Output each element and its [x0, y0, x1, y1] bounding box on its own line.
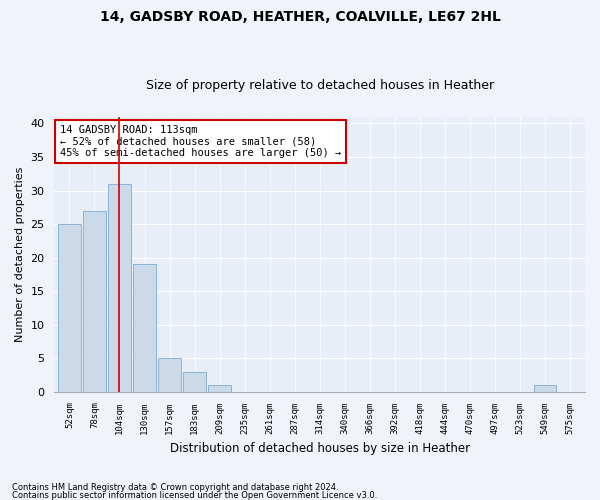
Text: Contains HM Land Registry data © Crown copyright and database right 2024.: Contains HM Land Registry data © Crown c…	[12, 484, 338, 492]
Bar	[108, 184, 131, 392]
Bar	[183, 372, 206, 392]
Bar	[533, 385, 556, 392]
Bar	[133, 264, 156, 392]
Text: Contains public sector information licensed under the Open Government Licence v3: Contains public sector information licen…	[12, 490, 377, 500]
Bar	[83, 210, 106, 392]
Bar	[208, 385, 231, 392]
Y-axis label: Number of detached properties: Number of detached properties	[15, 166, 25, 342]
Bar	[158, 358, 181, 392]
Bar	[58, 224, 80, 392]
Text: 14, GADSBY ROAD, HEATHER, COALVILLE, LE67 2HL: 14, GADSBY ROAD, HEATHER, COALVILLE, LE6…	[100, 10, 500, 24]
X-axis label: Distribution of detached houses by size in Heather: Distribution of detached houses by size …	[170, 442, 470, 455]
Title: Size of property relative to detached houses in Heather: Size of property relative to detached ho…	[146, 79, 494, 92]
Text: 14 GADSBY ROAD: 113sqm
← 52% of detached houses are smaller (58)
45% of semi-det: 14 GADSBY ROAD: 113sqm ← 52% of detached…	[60, 125, 341, 158]
